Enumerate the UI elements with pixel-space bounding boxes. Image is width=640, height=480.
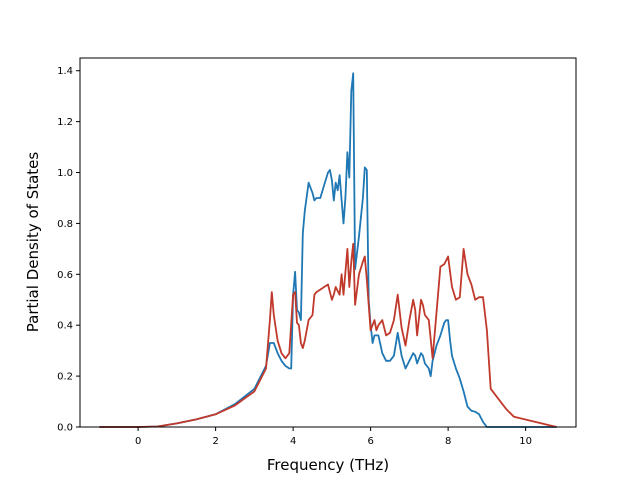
x-axis-ticks: 0 2 4 6 8 10 <box>135 427 532 447</box>
x-tick-label: 2 <box>212 436 218 447</box>
x-axis-label: Frequency (THz) <box>267 456 389 474</box>
y-tick-label: 0.4 <box>57 321 73 332</box>
x-tick-label: 6 <box>367 436 373 447</box>
y-tick-label: 0.0 <box>57 423 73 434</box>
y-tick-label: 1.4 <box>57 66 73 77</box>
y-axis-ticks: 0.0 0.2 0.4 0.6 0.8 1.0 1.2 1.4 <box>57 66 80 434</box>
y-tick-label: 1.0 <box>57 168 73 179</box>
x-tick-label: 10 <box>519 436 532 447</box>
series-layer <box>99 72 557 428</box>
plot-area <box>80 58 576 427</box>
series-line-1 <box>99 242 557 428</box>
y-axis-label: Partial Density of States <box>24 152 42 333</box>
y-tick-label: 0.6 <box>57 270 73 281</box>
y-tick-label: 0.8 <box>57 219 73 230</box>
series-line-0 <box>99 72 557 428</box>
y-tick-label: 1.2 <box>57 117 73 128</box>
x-tick-label: 0 <box>135 436 141 447</box>
y-tick-label: 0.2 <box>57 372 73 383</box>
plot-frame <box>79 57 577 428</box>
x-tick-label: 8 <box>445 436 451 447</box>
x-tick-label: 4 <box>290 436 296 447</box>
